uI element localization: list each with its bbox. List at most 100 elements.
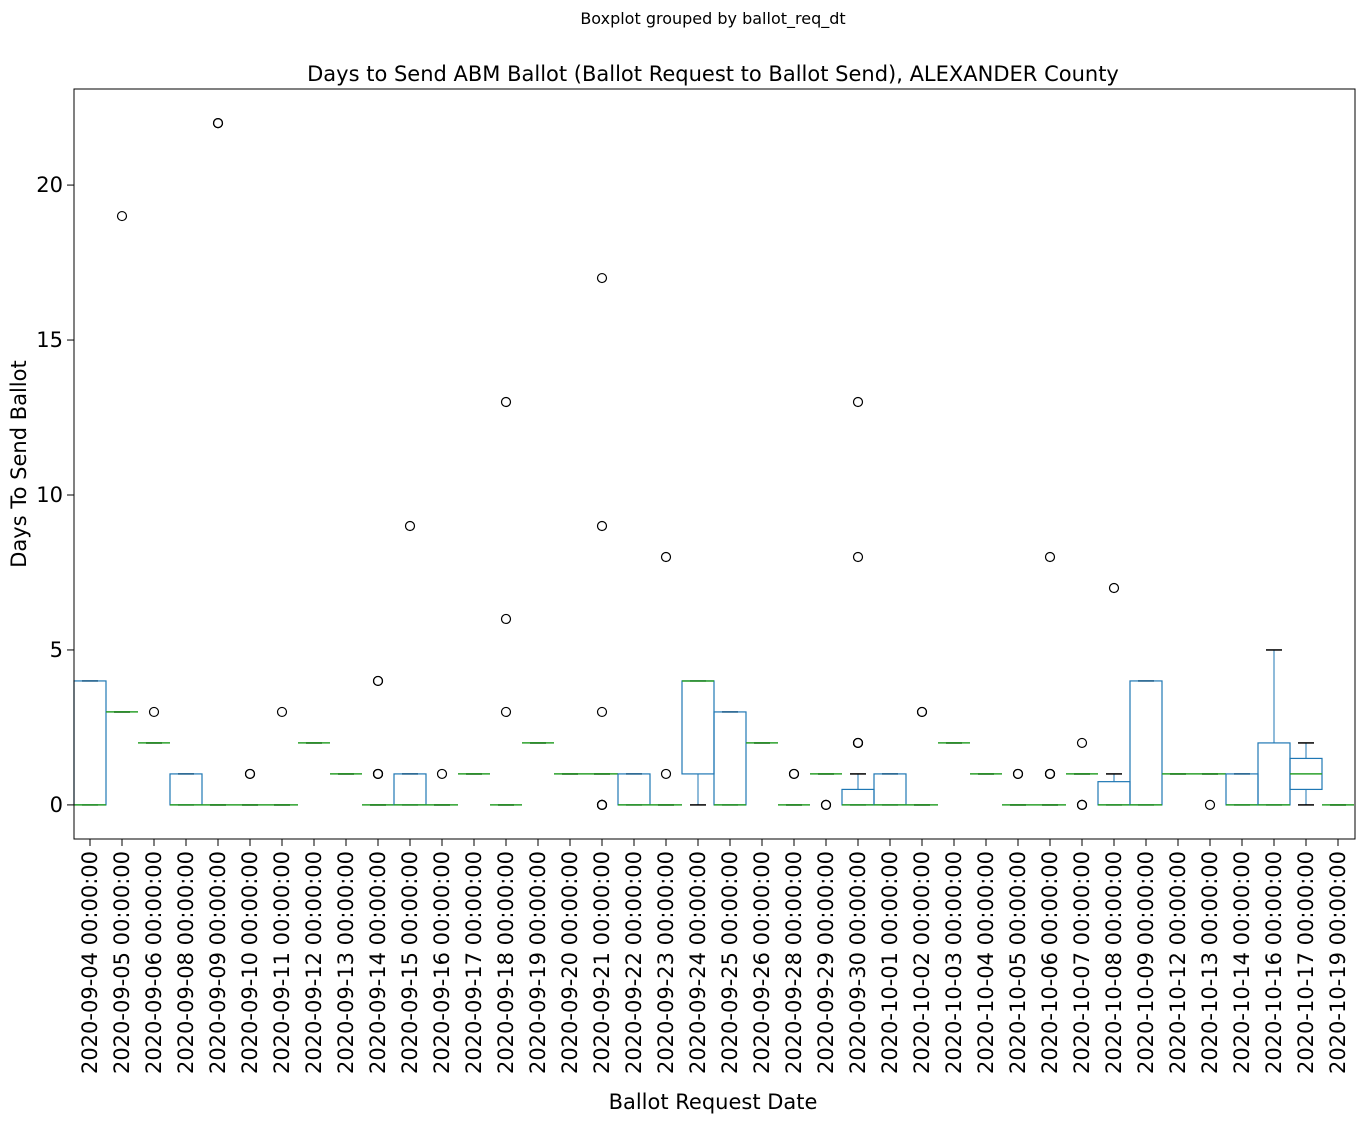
chart-title: Days to Send ABM Ballot (Ballot Request …	[307, 62, 1119, 86]
x-tick-label: 2020-09-21 00:00:00	[590, 851, 614, 1074]
box-group	[202, 117, 234, 806]
x-tick-label: 2020-09-09 00:00:00	[206, 851, 230, 1074]
outlier-point	[1108, 582, 1120, 594]
x-tick-label: 2020-09-06 00:00:00	[142, 851, 166, 1074]
x-tick-label: 2020-10-04 00:00:00	[974, 851, 998, 1074]
box-group	[1002, 768, 1034, 806]
box-group	[650, 551, 682, 806]
outlier-point	[596, 799, 608, 811]
x-axis-label: Ballot Request Date	[609, 1090, 818, 1114]
x-tick-label: 2020-10-12 00:00:00	[1166, 851, 1190, 1074]
box-iqr	[617, 773, 651, 806]
x-tick-label: 2020-09-30 00:00:00	[846, 851, 870, 1074]
outlier-point	[404, 520, 416, 532]
x-tick-label: 2020-10-06 00:00:00	[1038, 851, 1062, 1074]
box-iqr	[1225, 773, 1259, 806]
box-group	[810, 773, 842, 811]
outlier-point	[788, 768, 800, 780]
x-tick-label: 2020-10-16 00:00:00	[1262, 851, 1286, 1074]
x-tick-label: 2020-09-25 00:00:00	[718, 851, 742, 1074]
outlier-point	[820, 799, 832, 811]
box-group	[169, 773, 203, 806]
x-tick-label: 2020-09-04 00:00:00	[78, 851, 102, 1074]
y-axis-label: Days To Send Ballot	[7, 360, 31, 567]
x-tick-label: 2020-10-09 00:00:00	[1134, 851, 1158, 1074]
y-tick-label: 0	[50, 793, 63, 817]
box-group	[266, 706, 298, 806]
box-iqr	[393, 773, 427, 806]
outlier-point	[244, 768, 256, 780]
box-group	[426, 768, 458, 806]
outlier-point	[116, 210, 128, 222]
outlier-point	[372, 675, 384, 687]
x-tick-label: 2020-09-11 00:00:00	[270, 851, 294, 1074]
x-tick-label: 2020-09-29 00:00:00	[814, 851, 838, 1074]
outlier-point	[596, 706, 608, 718]
outlier-point	[1044, 551, 1056, 563]
x-tick-label: 2020-10-14 00:00:00	[1230, 851, 1254, 1074]
x-tick-label: 2020-09-22 00:00:00	[622, 851, 646, 1074]
box-group	[681, 680, 715, 806]
outlier-point	[436, 768, 448, 780]
box-group	[362, 675, 394, 806]
x-tick-label: 2020-10-13 00:00:00	[1198, 851, 1222, 1074]
box-group	[617, 773, 651, 806]
box-group	[1289, 742, 1323, 806]
box-group	[73, 680, 107, 806]
box-group	[713, 711, 747, 806]
x-tick-label: 2020-09-08 00:00:00	[174, 851, 198, 1074]
outlier-point	[500, 613, 512, 625]
box-iqr	[1097, 781, 1131, 806]
box-iqr	[873, 773, 907, 806]
box-group	[586, 272, 618, 811]
outlier-point	[852, 551, 864, 563]
x-tick-label: 2020-09-24 00:00:00	[686, 851, 710, 1074]
x-tick-label: 2020-09-15 00:00:00	[398, 851, 422, 1074]
box-group	[1257, 649, 1291, 806]
outlier-point	[852, 737, 864, 749]
outlier-point	[500, 396, 512, 408]
x-tick-label: 2020-09-12 00:00:00	[302, 851, 326, 1074]
box-group	[106, 210, 138, 713]
y-tick-label: 15	[36, 328, 63, 352]
x-tick-label: 2020-09-28 00:00:00	[782, 851, 806, 1074]
x-tick-label: 2020-09-10 00:00:00	[238, 851, 262, 1074]
outlier-point	[372, 768, 384, 780]
x-tick-label: 2020-09-23 00:00:00	[654, 851, 678, 1074]
x-tick-label: 2020-10-01 00:00:00	[878, 851, 902, 1074]
box-group	[1194, 773, 1226, 811]
x-tick-label: 2020-10-17 00:00:00	[1294, 851, 1318, 1074]
outlier-point	[1204, 799, 1216, 811]
x-tick-label: 2020-10-07 00:00:00	[1070, 851, 1094, 1074]
x-tick-label: 2020-09-16 00:00:00	[430, 851, 454, 1074]
y-tick-label: 5	[50, 638, 63, 662]
y-tick-label: 10	[36, 483, 63, 507]
x-tick-label: 2020-09-05 00:00:00	[110, 851, 134, 1074]
y-tick-label: 20	[36, 173, 63, 197]
box-iqr	[713, 711, 747, 806]
outlier-point	[596, 520, 608, 532]
outlier-point	[276, 706, 288, 718]
box-group	[778, 768, 810, 806]
outlier-point	[596, 272, 608, 284]
box-group	[393, 520, 427, 806]
x-tick-label: 2020-09-18 00:00:00	[494, 851, 518, 1074]
box-iqr	[681, 680, 715, 775]
outlier-point	[212, 117, 224, 129]
box-group	[138, 706, 170, 744]
box-group	[1097, 582, 1131, 806]
x-tick-label: 2020-09-17 00:00:00	[462, 851, 486, 1074]
box-iqr	[841, 788, 875, 806]
box-group	[234, 768, 266, 806]
box-iqr	[73, 680, 107, 806]
box-group	[873, 773, 907, 806]
box-group	[1066, 737, 1098, 811]
outlier-point	[148, 706, 160, 718]
box-group	[490, 396, 522, 806]
x-tick-label: 2020-10-19 00:00:00	[1326, 851, 1350, 1074]
outlier-point	[1012, 768, 1024, 780]
axes-frame	[73, 88, 1356, 840]
box-group	[841, 396, 875, 806]
x-tick-label: 2020-10-02 00:00:00	[910, 851, 934, 1074]
